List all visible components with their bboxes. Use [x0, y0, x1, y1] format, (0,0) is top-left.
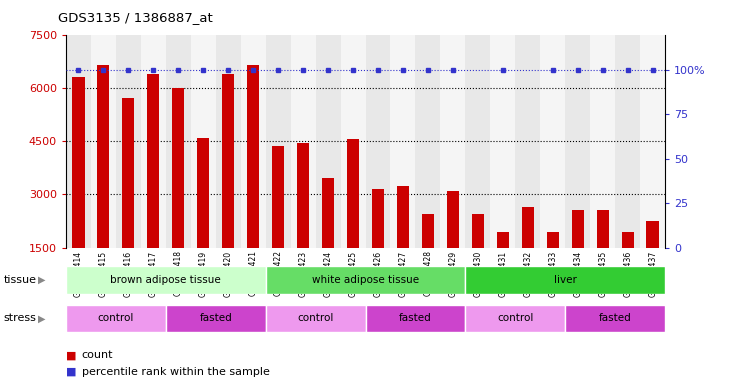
Text: brown adipose tissue: brown adipose tissue: [110, 275, 221, 285]
Bar: [366, 305, 466, 332]
Bar: [547, 232, 559, 248]
Bar: [166, 35, 191, 248]
Bar: [565, 35, 590, 248]
Bar: [66, 266, 265, 294]
Bar: [72, 77, 85, 248]
Bar: [565, 305, 665, 332]
Text: ■: ■: [66, 350, 76, 360]
Bar: [572, 210, 584, 248]
Bar: [471, 214, 484, 248]
Bar: [596, 210, 609, 248]
Bar: [247, 65, 260, 248]
Bar: [172, 88, 184, 248]
Bar: [290, 35, 316, 248]
Bar: [140, 35, 166, 248]
Bar: [265, 35, 290, 248]
Bar: [265, 305, 366, 332]
Bar: [197, 137, 209, 248]
Bar: [397, 185, 409, 248]
Text: fasted: fasted: [399, 313, 432, 323]
Text: percentile rank within the sample: percentile rank within the sample: [82, 367, 270, 377]
Bar: [466, 35, 491, 248]
Bar: [66, 305, 166, 332]
Bar: [366, 35, 390, 248]
Bar: [616, 35, 640, 248]
Bar: [147, 74, 159, 248]
Bar: [440, 35, 466, 248]
Bar: [422, 214, 434, 248]
Bar: [515, 35, 540, 248]
Bar: [496, 232, 509, 248]
Bar: [621, 232, 634, 248]
Bar: [522, 207, 534, 248]
Bar: [191, 35, 216, 248]
Text: white adipose tissue: white adipose tissue: [312, 275, 419, 285]
Bar: [222, 74, 235, 248]
Bar: [240, 35, 265, 248]
Bar: [316, 35, 341, 248]
Text: control: control: [497, 313, 534, 323]
Bar: [640, 35, 665, 248]
Bar: [372, 189, 385, 248]
Bar: [466, 305, 565, 332]
Bar: [91, 35, 115, 248]
Text: GDS3135 / 1386887_at: GDS3135 / 1386887_at: [58, 12, 213, 25]
Bar: [265, 266, 466, 294]
Bar: [447, 191, 459, 248]
Bar: [115, 35, 140, 248]
Bar: [390, 35, 415, 248]
Bar: [166, 305, 265, 332]
Bar: [97, 65, 110, 248]
Bar: [591, 35, 616, 248]
Bar: [646, 221, 659, 248]
Text: stress: stress: [4, 313, 37, 323]
Text: ▶: ▶: [38, 275, 45, 285]
Text: count: count: [82, 350, 113, 360]
Text: fasted: fasted: [599, 313, 632, 323]
Text: fasted: fasted: [200, 313, 232, 323]
Bar: [346, 139, 359, 248]
Bar: [491, 35, 515, 248]
Bar: [466, 266, 665, 294]
Bar: [216, 35, 240, 248]
Text: liver: liver: [554, 275, 577, 285]
Text: ■: ■: [66, 367, 76, 377]
Bar: [297, 143, 309, 248]
Bar: [322, 179, 334, 248]
Text: control: control: [298, 313, 334, 323]
Text: ▶: ▶: [38, 313, 45, 323]
Text: control: control: [97, 313, 134, 323]
Bar: [415, 35, 440, 248]
Bar: [66, 35, 91, 248]
Bar: [272, 146, 284, 248]
Bar: [540, 35, 565, 248]
Bar: [122, 99, 135, 248]
Bar: [341, 35, 366, 248]
Text: tissue: tissue: [4, 275, 37, 285]
